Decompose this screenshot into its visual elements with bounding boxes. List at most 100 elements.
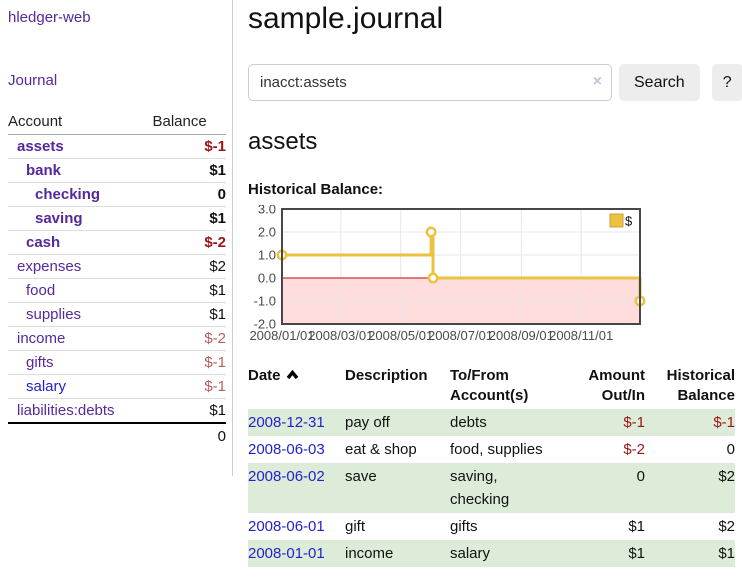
transaction-date-link[interactable]: 2008-06-03 (248, 441, 325, 458)
transaction-row: 2008-12-31 pay off debts $-1 $-1 (248, 409, 735, 436)
transaction-date-link[interactable]: 2008-01-01 (248, 545, 325, 562)
accounts-total-row: 0 (8, 422, 226, 449)
transaction-balance: 0 (726, 441, 735, 458)
account-balance: $-1 (152, 374, 226, 399)
account-balance: $-1 (152, 350, 226, 375)
account-link[interactable]: salary (26, 378, 67, 395)
account-row: supplies $1 (8, 302, 226, 327)
transaction-amount: $-2 (623, 441, 645, 458)
account-balance: $-2 (152, 230, 226, 255)
accounts-header-row: Account Balance (8, 110, 226, 135)
transaction-accounts: salary (450, 540, 572, 567)
account-link[interactable]: bank (26, 162, 62, 179)
account-balance: 0 (152, 182, 226, 207)
account-row: income $-2 (8, 326, 226, 351)
account-balance: $1 (152, 206, 226, 231)
transaction-date-link[interactable]: 2008-06-02 (248, 468, 325, 485)
account-row: food $1 (8, 278, 226, 303)
transaction-description: eat & shop (345, 441, 417, 458)
page: hledger-web Journal Account Balance asse… (0, 0, 742, 567)
account-balance: $-2 (152, 326, 226, 351)
historical-balance-chart[interactable]: $2008/01/012008/03/012008/05/012008/07/0… (248, 205, 648, 347)
account-balance: $1 (152, 278, 226, 303)
nav-journal-link[interactable]: Journal (8, 72, 58, 89)
account-balance: $-1 (204, 138, 226, 155)
svg-text:2.0: 2.0 (258, 225, 276, 240)
transactions-header-row: Date Description To/From Account(s) Amou… (248, 363, 735, 409)
sort-ascending-icon (286, 369, 298, 380)
transaction-description: gift (345, 518, 366, 535)
account-link[interactable]: liabilities:debts (17, 402, 115, 419)
transaction-accounts: debts (450, 409, 572, 436)
page-title: sample.journal (248, 2, 444, 35)
transaction-amount: 0 (572, 463, 645, 513)
col-description: Description (345, 367, 428, 384)
svg-text:1.0: 1.0 (258, 248, 276, 263)
account-link[interactable]: supplies (26, 306, 82, 323)
accounts-col-account: Account (8, 110, 153, 135)
accounts-table: Account Balance assets $-1 bank $1 check… (8, 110, 226, 449)
account-row: liabilities:debts $1 (8, 398, 226, 423)
account-link[interactable]: assets (17, 138, 64, 155)
account-link[interactable]: checking (35, 186, 101, 203)
account-link[interactable]: saving (35, 210, 83, 227)
account-link[interactable]: cash (26, 234, 61, 251)
col-amount: Amount Out/In (588, 367, 645, 404)
search-button[interactable]: Search (619, 64, 700, 101)
sidebar: hledger-web Journal Account Balance asse… (0, 0, 233, 476)
transaction-row: 2008-06-01 gift gifts $1 $2 (248, 513, 735, 540)
account-balance: $1 (152, 398, 226, 423)
account-link[interactable]: income (17, 330, 66, 347)
transaction-description: save (345, 463, 450, 513)
account-row: expenses $2 (8, 254, 226, 279)
account-balance: $1 (152, 158, 226, 183)
account-row: assets $-1 (8, 135, 226, 159)
help-button[interactable]: ? (711, 64, 742, 101)
account-link[interactable]: food (26, 282, 56, 299)
account-link[interactable]: gifts (26, 354, 54, 371)
account-row: saving $1 (8, 206, 226, 231)
transaction-balance: $-1 (645, 409, 735, 436)
svg-text:2008/11/01: 2008/11/01 (549, 328, 613, 343)
account-balance: $2 (152, 254, 226, 279)
col-balance: Historical Balance (666, 367, 735, 404)
search-input[interactable] (248, 64, 612, 101)
svg-text:2008/01/01: 2008/01/01 (249, 328, 314, 343)
transaction-balance: $2 (645, 463, 735, 513)
transaction-date-link[interactable]: 2008-12-31 (248, 414, 325, 431)
account-row: cash $-2 (8, 230, 226, 255)
svg-text:2008/05/01: 2008/05/01 (368, 328, 433, 343)
accounts-total-spacer (8, 422, 153, 449)
search-input-wrap: × (248, 64, 612, 101)
accounts-col-balance: Balance (152, 110, 226, 135)
transaction-accounts: saving, checking (450, 463, 572, 513)
accounts-total-value: 0 (152, 422, 226, 449)
account-row: gifts $-1 (8, 350, 226, 375)
transaction-description: income (345, 540, 450, 567)
account-row: bank $1 (8, 158, 226, 183)
transaction-row: 2008-01-01 income salary $1 $1 (248, 540, 735, 567)
svg-text:-2.0: -2.0 (254, 317, 276, 332)
svg-text:3.0: 3.0 (258, 205, 276, 217)
transaction-amount: $1 (628, 518, 645, 535)
transaction-balance: $1 (645, 540, 735, 567)
account-balance: $1 (152, 302, 226, 327)
clear-search-icon[interactable]: × (592, 73, 602, 90)
transactions-table: Date Description To/From Account(s) Amou… (248, 363, 735, 567)
svg-text:$: $ (625, 214, 633, 229)
svg-text:2008/09/01: 2008/09/01 (489, 328, 554, 343)
transaction-accounts: gifts (450, 518, 478, 535)
col-accounts: To/From Account(s) (450, 367, 529, 404)
col-date[interactable]: Date (248, 363, 345, 409)
transaction-date-link[interactable]: 2008-06-01 (248, 518, 325, 535)
account-link[interactable]: expenses (17, 258, 82, 275)
transaction-balance: $2 (718, 518, 735, 535)
account-heading: assets (248, 128, 318, 155)
brand-link[interactable]: hledger-web (8, 9, 91, 26)
transaction-amount: $-1 (572, 409, 645, 436)
col-date-label: Date (248, 367, 281, 384)
svg-text:2008/03/01: 2008/03/01 (308, 328, 373, 343)
transaction-description: pay off (345, 409, 450, 436)
account-row: salary $-1 (8, 374, 226, 399)
account-row: checking 0 (8, 182, 226, 207)
